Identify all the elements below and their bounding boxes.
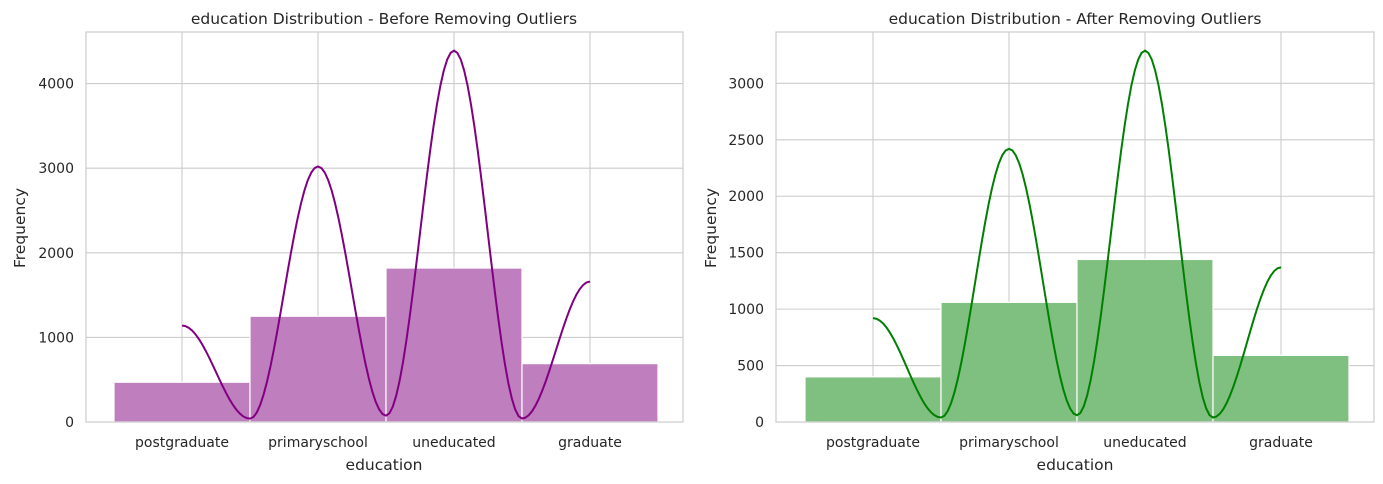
- chart-after-svg: education Distribution - After Removing …: [702, 10, 1375, 474]
- histogram-bar: [804, 376, 942, 423]
- y-axis-label: Frequency: [702, 188, 720, 268]
- chart-before-svg: education Distribution - Before Removing…: [11, 10, 684, 474]
- y-tick-label: 3000: [38, 161, 74, 177]
- x-tick-label: postgraduate: [135, 435, 229, 451]
- y-tick-label: 1500: [728, 246, 764, 262]
- x-tick-label: primaryschool: [268, 435, 368, 451]
- kde-line: [872, 49, 1282, 419]
- chart-panel-after: education Distribution - After Removing …: [692, 0, 1383, 484]
- y-tick-label: 3000: [728, 76, 764, 92]
- x-tick-label: primaryschool: [959, 435, 1059, 451]
- y-tick-label: 0: [755, 415, 764, 431]
- plot-frame: [775, 31, 1375, 423]
- x-tick-label: postgraduate: [826, 435, 920, 451]
- x-tick-label: uneducated: [412, 435, 495, 451]
- y-tick-label: 1000: [728, 302, 764, 318]
- x-tick-label: uneducated: [1103, 435, 1186, 451]
- histogram-bar: [1076, 258, 1214, 423]
- x-axis-label: education: [346, 456, 423, 474]
- y-tick-label: 4000: [38, 77, 74, 93]
- histogram-bar: [113, 381, 251, 423]
- y-tick-label: 500: [737, 359, 764, 375]
- y-axis-label: Frequency: [11, 188, 29, 268]
- chart-panel-before: education Distribution - Before Removing…: [11, 10, 684, 474]
- x-axis-label: education: [1037, 456, 1114, 474]
- y-tick-label: 2000: [728, 189, 764, 205]
- x-tick-label: graduate: [558, 435, 622, 451]
- y-tick-label: 1000: [38, 330, 74, 346]
- y-tick-label: 2000: [38, 246, 74, 262]
- y-tick-label: 2500: [728, 133, 764, 149]
- x-tick-label: graduate: [1249, 435, 1313, 451]
- histogram-bar: [1212, 354, 1350, 423]
- chart-title: education Distribution - Before Removing…: [191, 10, 577, 28]
- plot-frame: [85, 31, 684, 423]
- kde-line: [181, 49, 591, 420]
- y-tick-label: 0: [65, 415, 74, 431]
- chart-title: education Distribution - After Removing …: [889, 10, 1262, 28]
